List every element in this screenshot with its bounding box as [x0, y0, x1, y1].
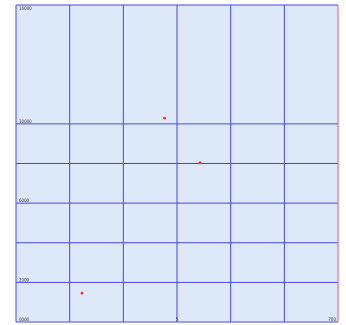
data-point-2	[163, 116, 167, 120]
y-tick-label-3: 6000	[19, 198, 30, 203]
grid-lines	[16, 5, 338, 322]
plot-frame	[15, 4, 339, 323]
y-tick-label-4: 2000	[19, 277, 30, 282]
y-tick-label-2: 10000	[19, 119, 32, 124]
tick-labels: 16000 10000 6000 2000 0000 5 700	[19, 6, 336, 322]
data-point-3	[198, 161, 202, 165]
x-tick-label-1: 5	[176, 317, 179, 322]
data-point-1	[80, 291, 84, 295]
y-tick-label-5: 0000	[19, 317, 30, 322]
data-points	[80, 116, 202, 295]
y-tick-label-1: 16000	[19, 6, 32, 11]
x-tick-label-2: 700	[328, 317, 336, 322]
